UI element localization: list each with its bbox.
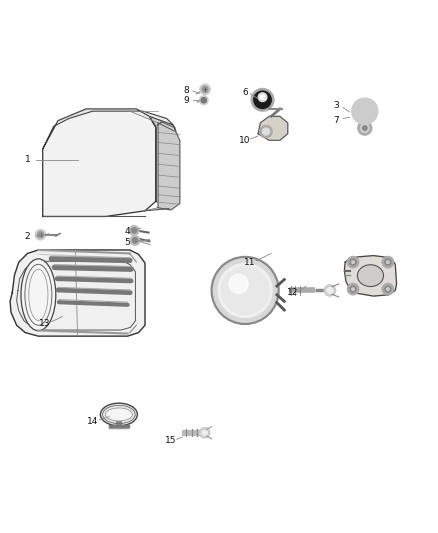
Text: 12: 12 bbox=[287, 288, 299, 297]
Text: 13: 13 bbox=[39, 319, 51, 328]
Circle shape bbox=[130, 236, 140, 245]
Circle shape bbox=[202, 86, 208, 92]
Circle shape bbox=[382, 284, 393, 295]
Circle shape bbox=[260, 95, 265, 99]
Circle shape bbox=[258, 93, 267, 102]
Circle shape bbox=[362, 109, 367, 114]
Circle shape bbox=[199, 427, 210, 438]
Circle shape bbox=[387, 261, 389, 263]
Circle shape bbox=[385, 259, 391, 265]
Circle shape bbox=[38, 232, 44, 238]
Text: 4: 4 bbox=[125, 227, 131, 236]
Circle shape bbox=[199, 96, 208, 104]
Ellipse shape bbox=[357, 265, 384, 287]
Text: 1: 1 bbox=[25, 156, 30, 164]
Circle shape bbox=[357, 103, 373, 119]
Circle shape bbox=[202, 430, 207, 435]
Polygon shape bbox=[158, 123, 180, 210]
Circle shape bbox=[350, 259, 356, 265]
Ellipse shape bbox=[100, 403, 138, 426]
Text: 9: 9 bbox=[184, 96, 189, 105]
Polygon shape bbox=[344, 256, 396, 296]
Circle shape bbox=[221, 266, 269, 314]
Circle shape bbox=[347, 284, 359, 295]
Circle shape bbox=[350, 286, 356, 292]
Circle shape bbox=[387, 288, 389, 290]
Circle shape bbox=[260, 125, 272, 138]
Circle shape bbox=[132, 238, 138, 243]
Circle shape bbox=[385, 286, 391, 292]
Polygon shape bbox=[10, 250, 145, 336]
Circle shape bbox=[262, 128, 269, 135]
Circle shape bbox=[200, 84, 210, 94]
Circle shape bbox=[363, 126, 367, 130]
Circle shape bbox=[352, 261, 354, 263]
Polygon shape bbox=[149, 116, 178, 208]
Circle shape bbox=[254, 91, 271, 109]
Text: 15: 15 bbox=[166, 436, 177, 445]
Circle shape bbox=[327, 287, 333, 294]
Circle shape bbox=[352, 98, 378, 124]
Text: 14: 14 bbox=[87, 416, 99, 425]
Circle shape bbox=[213, 259, 277, 322]
Circle shape bbox=[131, 228, 137, 233]
Circle shape bbox=[201, 98, 206, 103]
Polygon shape bbox=[258, 116, 288, 140]
Ellipse shape bbox=[106, 408, 132, 421]
Circle shape bbox=[251, 88, 274, 111]
Text: 2: 2 bbox=[25, 231, 30, 240]
Circle shape bbox=[229, 274, 248, 294]
Circle shape bbox=[354, 101, 375, 122]
Circle shape bbox=[358, 121, 372, 135]
Text: 3: 3 bbox=[334, 101, 339, 110]
Circle shape bbox=[324, 285, 336, 296]
Text: 7: 7 bbox=[334, 116, 339, 125]
Text: 5: 5 bbox=[125, 238, 131, 247]
Circle shape bbox=[218, 263, 272, 318]
Circle shape bbox=[347, 256, 359, 268]
Circle shape bbox=[382, 256, 393, 268]
Circle shape bbox=[352, 288, 354, 290]
Circle shape bbox=[211, 256, 279, 325]
Text: 10: 10 bbox=[239, 136, 251, 145]
Text: 6: 6 bbox=[242, 88, 248, 97]
Text: 8: 8 bbox=[184, 86, 189, 95]
Polygon shape bbox=[43, 109, 173, 149]
Polygon shape bbox=[43, 109, 156, 216]
Circle shape bbox=[360, 106, 370, 116]
Circle shape bbox=[35, 230, 46, 240]
Text: 11: 11 bbox=[244, 257, 255, 266]
Circle shape bbox=[129, 225, 139, 235]
Ellipse shape bbox=[21, 259, 56, 330]
Circle shape bbox=[360, 124, 369, 133]
